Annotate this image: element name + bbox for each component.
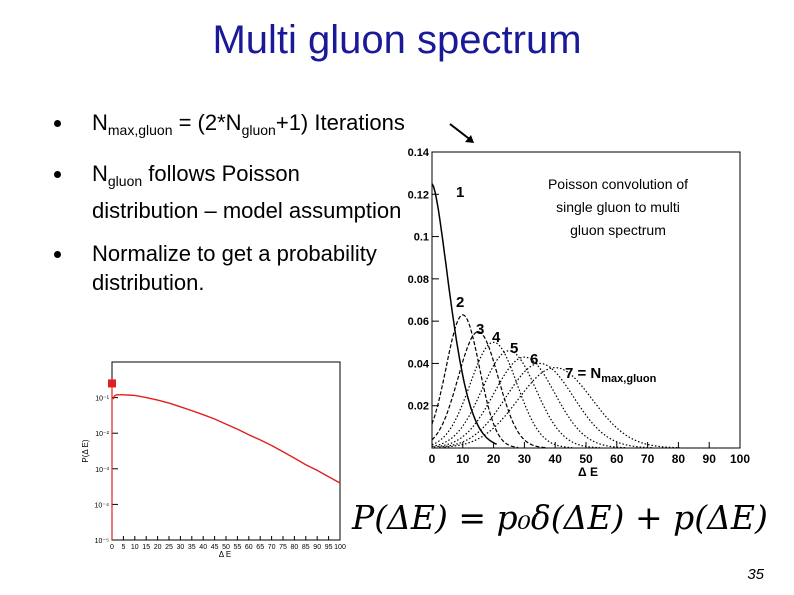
bullet-item-normalize: Normalize to get a probability distribut… xyxy=(50,239,410,297)
y-tick-label: 0.02 xyxy=(408,401,429,413)
bullet-item-iterations: Nmax,gluon = (2*Ngluon+1) Iterations xyxy=(50,108,410,145)
bullet-dot-icon xyxy=(54,171,61,178)
bullet-item-poisson: Ngluon follows Poisson distribution – mo… xyxy=(50,159,410,225)
spectrum-curve xyxy=(112,394,341,484)
x-tick-label-log: 40 xyxy=(199,544,207,551)
x-tick-label-log: 30 xyxy=(177,544,185,551)
page-number: 35 xyxy=(747,566,764,583)
x-tick-label-log: 65 xyxy=(256,544,264,551)
x-tick-label-log: 70 xyxy=(268,544,276,551)
formula-equals: = xyxy=(458,498,487,537)
x-tick-label: 10 xyxy=(456,452,470,466)
y-tick-label-log: 10⁻⁴ xyxy=(95,502,110,509)
x-tick-label: 80 xyxy=(672,452,686,466)
plot-frame xyxy=(431,151,741,449)
curve-label-2: 2 xyxy=(456,294,464,311)
formula-spectrum-term: p(ΔE) xyxy=(673,498,768,537)
x-axis-label: Δ E xyxy=(578,465,598,479)
curve-label-3: 3 xyxy=(476,321,484,338)
chart-annotation-line1: Poisson convolution of xyxy=(548,176,688,192)
x-tick-label-log: 80 xyxy=(291,544,299,551)
series-curve-5 xyxy=(431,350,600,449)
x-tick-label-log: 95 xyxy=(325,544,333,551)
bullet-text: +1) Iterations xyxy=(275,110,405,135)
curve-label-7: 7 = Nmax,gluon xyxy=(565,365,657,385)
bullet-list: Nmax,gluon = (2*Ngluon+1) Iterations Ngl… xyxy=(50,108,410,311)
curve-label-6: 6 xyxy=(530,351,538,368)
bullet-text: Normalize to get a probability distribut… xyxy=(92,241,377,295)
bullet-text: N xyxy=(92,110,108,135)
curve-label-5: 5 xyxy=(510,340,518,357)
series-curve-4 xyxy=(431,341,573,449)
x-tick-label-log: 90 xyxy=(313,544,321,551)
x-tick-label: 70 xyxy=(641,452,655,466)
series-curve-3 xyxy=(431,331,547,449)
x-tick-label-log: 35 xyxy=(188,544,196,551)
series-curve-6 xyxy=(433,356,627,449)
x-tick-label: 60 xyxy=(610,452,624,466)
y-tick-label-log: 10⁻³ xyxy=(95,467,109,474)
x-tick-label: 20 xyxy=(487,452,501,466)
x-tick-label: 50 xyxy=(579,452,593,466)
x-tick-label: 0 xyxy=(429,452,436,466)
bullet-subscript: gluon xyxy=(107,173,143,189)
x-tick-label: 30 xyxy=(518,452,532,466)
x-tick-label-log: 60 xyxy=(245,544,253,551)
x-tick-label-log: 100 xyxy=(334,544,346,551)
x-tick-label-log: 0 xyxy=(110,544,114,551)
formula-delta-term: p₀δ(ΔE) xyxy=(496,498,625,537)
y-tick-label: 0.12 xyxy=(408,189,429,201)
slide-title: Multi gluon spectrum xyxy=(212,18,582,62)
formula-lhs: P(ΔE) xyxy=(352,498,448,537)
plot-frame-log xyxy=(111,361,341,541)
series-curve-2 xyxy=(431,314,519,449)
probability-formula: P(ΔE) = p₀δ(ΔE) + p(ΔE) xyxy=(352,498,768,537)
x-tick-label-log: 20 xyxy=(154,544,162,551)
x-tick-label-log: 10 xyxy=(131,544,139,551)
x-tick-label-log: 55 xyxy=(234,544,242,551)
y-tick-label: 0.14 xyxy=(408,147,430,159)
y-axis-label-log: P(Δ E) xyxy=(81,439,90,462)
y-tick-label: 0.08 xyxy=(408,274,429,286)
x-tick-label-log: 85 xyxy=(302,544,310,551)
series-curve-1 xyxy=(431,183,497,445)
x-tick-label-log: 15 xyxy=(142,544,150,551)
x-tick-label-log: 5 xyxy=(121,544,125,551)
x-axis-label-log: Δ E xyxy=(219,550,231,559)
formula-plus: + xyxy=(634,498,663,537)
bullet-subscript: max,gluon xyxy=(107,122,173,138)
x-tick-label-log: 25 xyxy=(165,544,173,551)
bullet-dot-icon xyxy=(54,120,61,127)
chart-annotation-line3: gluon spectrum xyxy=(570,222,666,238)
x-tick-label-log: 50 xyxy=(222,544,230,551)
curve-label-4: 4 xyxy=(492,329,501,346)
y-tick-label: 0.06 xyxy=(408,316,429,328)
x-tick-label-log: 75 xyxy=(279,544,287,551)
y-tick-label: 0.04 xyxy=(408,358,430,370)
x-tick-label: 90 xyxy=(703,452,717,466)
bullet-text: follows Poisson distribution – model ass… xyxy=(92,161,402,223)
y-tick-label-log: 10⁻¹ xyxy=(95,396,109,403)
chart-annotation-line2: single gluon to multi xyxy=(556,199,680,215)
bullet-subscript: gluon xyxy=(241,122,276,138)
x-tick-label: 100 xyxy=(730,452,750,466)
bullet-text: = (2*N xyxy=(172,110,242,135)
x-tick-label-log: 45 xyxy=(211,544,219,551)
bullet-text: N xyxy=(92,161,108,186)
y-tick-label-log: 10⁻² xyxy=(95,431,109,438)
bullet-dot-icon xyxy=(54,251,61,258)
y-tick-label: 0.1 xyxy=(414,232,429,244)
pointer-arrow-icon xyxy=(449,123,474,143)
y-tick-label-log: 10⁻⁵ xyxy=(95,538,109,545)
curve-label-1: 1 xyxy=(456,184,464,201)
x-tick-label: 40 xyxy=(549,452,563,466)
